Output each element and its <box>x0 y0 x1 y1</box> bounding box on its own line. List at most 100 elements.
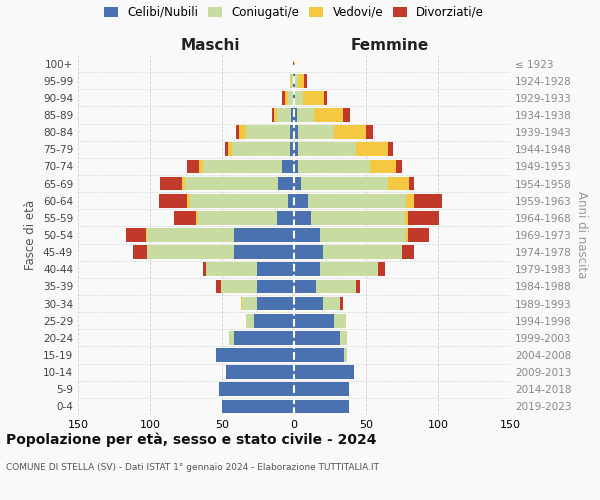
Bar <box>297 108 314 122</box>
Bar <box>190 194 288 207</box>
Bar <box>226 366 294 379</box>
Bar <box>406 194 413 207</box>
Bar <box>294 176 301 190</box>
Bar <box>294 262 320 276</box>
Bar <box>291 74 293 88</box>
Bar <box>247 314 254 328</box>
Bar <box>187 160 199 173</box>
Bar <box>316 280 356 293</box>
Bar <box>274 108 277 122</box>
Bar <box>175 211 196 224</box>
Bar <box>196 211 197 224</box>
Bar <box>408 228 430 242</box>
Bar <box>294 400 349 413</box>
Bar <box>294 56 295 70</box>
Bar <box>221 280 257 293</box>
Bar <box>294 142 298 156</box>
Bar <box>199 160 203 173</box>
Bar <box>343 108 350 122</box>
Bar <box>291 108 294 122</box>
Bar <box>206 262 257 276</box>
Bar <box>388 142 394 156</box>
Bar <box>294 348 344 362</box>
Bar <box>396 160 402 173</box>
Bar <box>340 296 343 310</box>
Bar <box>323 296 340 310</box>
Bar <box>257 262 294 276</box>
Bar <box>146 228 147 242</box>
Bar <box>283 160 294 173</box>
Bar <box>257 296 294 310</box>
Bar <box>406 228 408 242</box>
Bar <box>294 74 295 88</box>
Bar <box>286 91 288 104</box>
Bar <box>229 331 233 344</box>
Bar <box>294 246 323 259</box>
Bar <box>294 91 295 104</box>
Bar <box>320 262 377 276</box>
Bar <box>239 126 247 139</box>
Bar <box>356 142 388 156</box>
Bar <box>233 228 294 242</box>
Bar <box>405 211 408 224</box>
Bar <box>290 142 294 156</box>
Bar <box>160 176 182 190</box>
Bar <box>294 108 297 122</box>
Bar <box>233 331 294 344</box>
Y-axis label: Fasce di età: Fasce di età <box>25 200 37 270</box>
Bar <box>294 331 340 344</box>
Bar <box>334 126 366 139</box>
Bar <box>298 142 356 156</box>
Bar <box>294 296 323 310</box>
Bar <box>272 108 274 122</box>
Bar <box>288 194 294 207</box>
Bar <box>182 176 185 190</box>
Bar <box>302 91 324 104</box>
Bar <box>158 194 187 207</box>
Bar <box>295 74 298 88</box>
Bar <box>294 211 311 224</box>
Bar <box>216 348 294 362</box>
Bar <box>257 280 294 293</box>
Bar <box>242 296 257 310</box>
Bar <box>298 160 370 173</box>
Bar <box>340 331 347 344</box>
Bar <box>294 280 316 293</box>
Bar <box>277 211 294 224</box>
Bar <box>294 160 298 173</box>
Bar <box>290 74 291 88</box>
Bar <box>278 176 294 190</box>
Bar <box>388 176 409 190</box>
Bar <box>125 228 146 242</box>
Bar <box>236 126 239 139</box>
Bar <box>408 211 439 224</box>
Bar <box>344 348 347 362</box>
Bar <box>147 246 233 259</box>
Bar <box>293 74 294 88</box>
Bar <box>298 74 304 88</box>
Bar <box>304 74 307 88</box>
Bar <box>203 262 206 276</box>
Bar <box>356 280 360 293</box>
Bar <box>293 56 294 70</box>
Bar <box>283 91 286 104</box>
Legend: Celibi/Nubili, Coniugati/e, Vedovi/e, Divorziati/e: Celibi/Nubili, Coniugati/e, Vedovi/e, Di… <box>104 6 484 19</box>
Bar <box>293 91 294 104</box>
Bar <box>288 91 293 104</box>
Bar <box>294 126 298 139</box>
Bar <box>377 262 385 276</box>
Bar <box>413 194 442 207</box>
Bar <box>402 246 413 259</box>
Bar <box>294 382 349 396</box>
Bar <box>232 142 290 156</box>
Bar <box>228 142 232 156</box>
Bar <box>370 160 396 173</box>
Bar <box>185 176 278 190</box>
Text: COMUNE DI STELLA (SV) - Dati ISTAT 1° gennaio 2024 - Elaborazione TUTTITALIA.IT: COMUNE DI STELLA (SV) - Dati ISTAT 1° ge… <box>6 462 379 471</box>
Bar <box>233 246 294 259</box>
Bar <box>197 211 277 224</box>
Bar <box>219 382 294 396</box>
Bar <box>301 176 388 190</box>
Bar <box>247 126 290 139</box>
Bar <box>314 108 343 122</box>
